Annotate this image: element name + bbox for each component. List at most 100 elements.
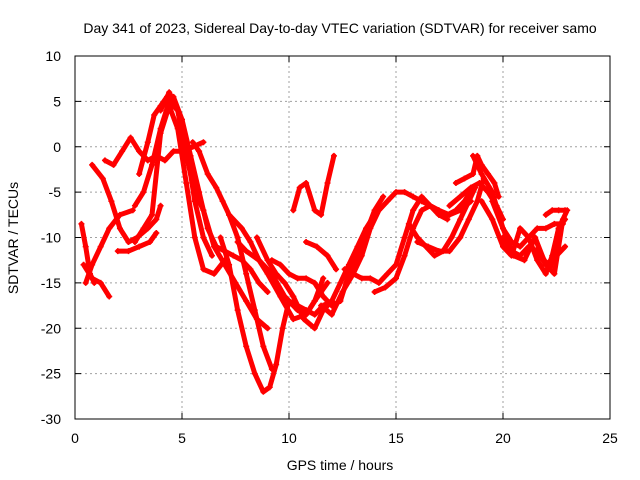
data-point (191, 234, 198, 241)
data-point (89, 161, 96, 168)
data-point (264, 325, 271, 332)
data-point (286, 270, 292, 277)
x-tick-label: 0 (71, 430, 79, 446)
data-point (311, 298, 318, 305)
data-point (382, 284, 389, 291)
data-point (219, 198, 226, 205)
data-point (200, 234, 207, 241)
data-point (414, 239, 421, 246)
data-point (108, 198, 115, 205)
data-point (375, 207, 382, 214)
y-tick-label: 5 (53, 93, 61, 109)
y-tick-label: -20 (41, 320, 61, 336)
data-point (251, 370, 258, 377)
data-point (82, 243, 89, 250)
data-point (281, 293, 288, 300)
data-point (367, 225, 374, 232)
data-point (555, 207, 562, 214)
data-point (562, 243, 569, 250)
data-point (401, 189, 408, 196)
data-point (311, 207, 318, 214)
data-point (144, 157, 151, 164)
data-point (213, 184, 220, 191)
data-point (330, 152, 337, 159)
data-point (313, 243, 320, 250)
data-point (489, 189, 496, 196)
data-point (444, 211, 451, 218)
data-point (247, 239, 254, 246)
data-point (341, 266, 348, 273)
data-point (174, 107, 181, 114)
data-point (208, 252, 215, 259)
data-point (435, 248, 442, 255)
series-sat-18 (303, 239, 340, 273)
series-line (318, 189, 450, 318)
data-point (538, 252, 545, 259)
data-point (211, 270, 218, 277)
data-point (491, 180, 498, 187)
data-point (303, 275, 310, 282)
data-point (465, 216, 472, 223)
data-point (119, 148, 126, 155)
data-point (243, 298, 250, 305)
data-point (303, 180, 310, 187)
data-point (371, 288, 378, 295)
data-point (170, 148, 177, 155)
y-tick-label: -30 (41, 411, 61, 427)
data-point (500, 234, 506, 241)
data-point (151, 111, 158, 118)
data-point (333, 266, 340, 273)
data-point (551, 270, 558, 277)
data-point (247, 266, 254, 273)
data-point (478, 198, 485, 205)
data-point (110, 161, 117, 168)
series-layer (78, 89, 571, 395)
series-sat-14 (234, 239, 327, 318)
data-point (149, 211, 156, 218)
series-sat-3 (82, 207, 136, 286)
tick-layer: 0 5 10 15 20 25 -30 -25 -20 -15 -10 -5 0 5 10 (41, 48, 618, 446)
y-tick-label: 10 (45, 48, 61, 64)
series-sat-10 (157, 89, 271, 332)
data-point (196, 148, 203, 155)
y-tick-label: -25 (41, 366, 61, 382)
data-point (532, 234, 539, 241)
data-point (425, 243, 432, 250)
data-point (551, 220, 558, 227)
series-line (254, 212, 378, 331)
data-point (534, 257, 541, 264)
data-point (405, 220, 412, 227)
series-sat-13 (226, 211, 331, 323)
data-point (384, 270, 391, 277)
data-point (82, 279, 89, 286)
data-point (457, 216, 464, 223)
y-tick-label: -10 (41, 230, 61, 246)
data-point (253, 234, 260, 241)
data-point (125, 239, 132, 246)
data-point (89, 275, 96, 282)
data-point (418, 207, 425, 214)
data-point (393, 261, 399, 268)
series-line (303, 239, 339, 272)
data-point (508, 248, 515, 255)
x-tick-label: 5 (178, 430, 186, 446)
data-point (485, 170, 492, 177)
data-point (547, 266, 554, 273)
series-line (414, 176, 487, 254)
data-point (457, 234, 464, 241)
y-axis-label: SDTVAR / TECUs (5, 182, 21, 294)
data-point (129, 207, 136, 214)
data-point (431, 252, 438, 259)
data-point (470, 152, 477, 159)
data-point (296, 184, 303, 191)
data-point (393, 189, 399, 196)
data-point (358, 275, 365, 282)
data-point (367, 275, 374, 282)
data-point (131, 202, 138, 209)
data-point (542, 270, 549, 277)
data-point (189, 139, 196, 146)
data-point (401, 234, 408, 241)
data-point (489, 216, 496, 223)
data-point (461, 175, 468, 182)
data-point (534, 225, 541, 232)
